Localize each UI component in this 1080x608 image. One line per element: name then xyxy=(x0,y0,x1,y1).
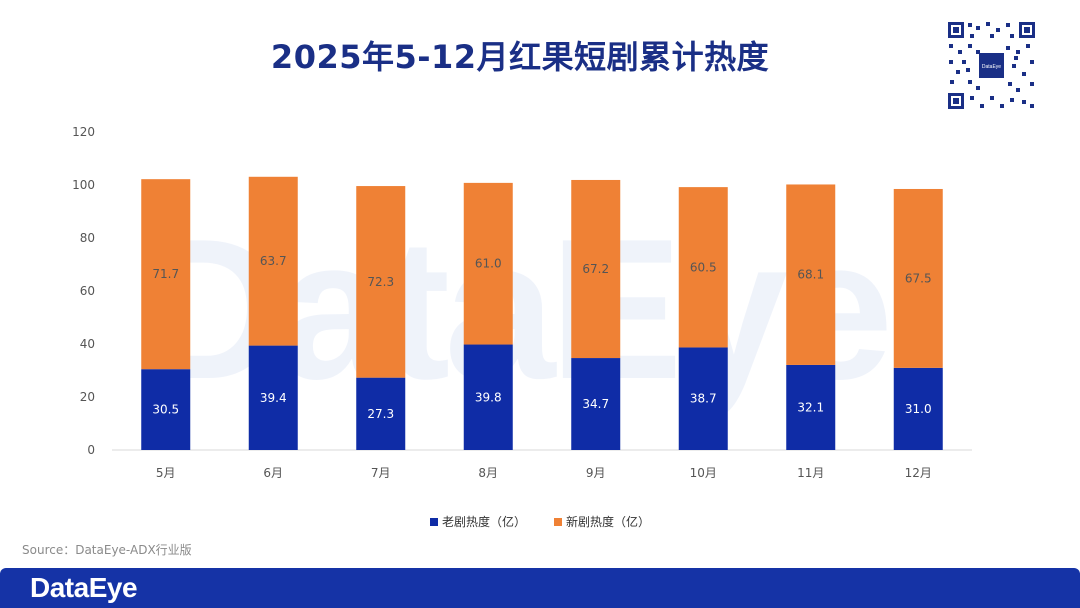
legend-swatch-old xyxy=(429,517,438,526)
bar-old[interactable] xyxy=(786,364,836,450)
x-tick-label: 8月 xyxy=(478,466,498,480)
value-label-new: 67.2 xyxy=(582,262,609,276)
value-label-old: 34.7 xyxy=(582,397,609,411)
y-tick-label: 80 xyxy=(80,231,95,245)
stacked-bar-chart: 0 20 40 60 80 100 120 30.5 71.7 39.4 63.7 27.3 72.3… xyxy=(72,125,972,480)
bar-new[interactable] xyxy=(463,182,513,345)
bar-old[interactable] xyxy=(893,367,943,450)
y-tick-label: 40 xyxy=(80,337,95,351)
bar-new[interactable] xyxy=(786,184,836,365)
value-label-new: 60.5 xyxy=(690,260,717,274)
bar-old[interactable] xyxy=(463,344,513,450)
value-label-old: 32.1 xyxy=(797,400,824,414)
bar-old[interactable] xyxy=(571,358,621,450)
y-tick-label: 120 xyxy=(72,125,95,139)
value-label-new: 67.5 xyxy=(905,271,932,285)
legend-swatch-new xyxy=(554,517,562,526)
source-text: Source：DataEye-ADX行业版 xyxy=(22,543,192,557)
legend-label-new: 新剧热度（亿） xyxy=(566,515,651,529)
legend: 老剧热度（亿） 新剧热度（亿） xyxy=(0,513,1080,530)
bar-new[interactable] xyxy=(893,188,943,368)
chart-title: 2025年5-12月红果短剧累计热度 xyxy=(270,38,770,76)
dataeye-logo[interactable]: DataEye xyxy=(30,572,138,603)
bar-new[interactable] xyxy=(571,179,621,359)
bar-new[interactable] xyxy=(141,179,191,370)
x-tick-label: 10月 xyxy=(690,466,717,480)
x-tick-label: 12月 xyxy=(905,466,932,480)
bar-new[interactable] xyxy=(356,186,406,378)
x-tick-label: 11月 xyxy=(797,466,824,480)
value-label-old: 27.3 xyxy=(367,407,394,421)
x-tick-label: 9月 xyxy=(586,466,606,480)
value-label-new: 72.3 xyxy=(367,275,394,289)
legend-item-new[interactable]: 新剧热度（亿） xyxy=(554,513,650,530)
footer-bar: DataEye xyxy=(0,568,1080,608)
y-tick-label: 100 xyxy=(72,178,95,192)
value-label-old: 30.5 xyxy=(152,403,179,417)
value-label-new: 63.7 xyxy=(260,254,287,268)
value-label-new: 68.1 xyxy=(797,268,824,282)
legend-item-old[interactable]: 老剧热度（亿） xyxy=(429,513,526,530)
y-tick-label: 60 xyxy=(80,284,95,298)
value-label-new: 61.0 xyxy=(475,257,502,271)
bar-old[interactable] xyxy=(678,347,728,450)
bar-old[interactable] xyxy=(248,345,298,450)
value-label-new: 71.7 xyxy=(152,267,179,281)
x-tick-label: 6月 xyxy=(263,466,283,480)
value-label-old: 38.7 xyxy=(690,392,717,406)
bar-new[interactable] xyxy=(248,176,298,346)
value-label-old: 39.4 xyxy=(260,391,287,405)
value-label-old: 31.0 xyxy=(905,402,932,416)
qr-code-icon[interactable]: DataEye xyxy=(946,20,1037,111)
x-axis: 5月 6月 7月 8月 9月 10月 11月 12月 xyxy=(156,466,932,480)
bar-old[interactable] xyxy=(356,377,406,450)
qr-logo-text: DataEye xyxy=(982,64,1001,70)
y-tick-label: 0 xyxy=(87,443,95,457)
y-tick-label: 20 xyxy=(80,390,95,404)
bar-old[interactable] xyxy=(141,369,191,450)
x-tick-label: 5月 xyxy=(156,466,176,480)
legend-label-old: 老剧热度（亿） xyxy=(441,515,526,529)
x-tick-label: 7月 xyxy=(371,466,391,480)
bar-new[interactable] xyxy=(678,187,728,348)
value-label-old: 39.8 xyxy=(475,390,502,404)
y-axis: 0 20 40 60 80 100 120 xyxy=(72,125,95,457)
bars-group: 30.5 71.7 39.4 63.7 27.3 72.3 39.8 61.0 34.7 67.2… xyxy=(141,176,943,450)
